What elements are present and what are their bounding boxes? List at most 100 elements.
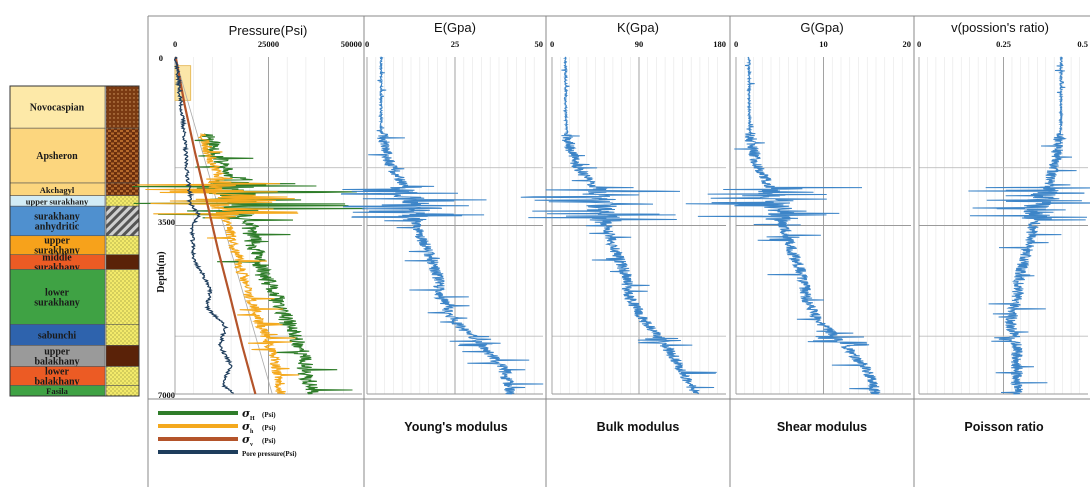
panel-K: 0 90 180 bbox=[520, 39, 726, 395]
legend-item: σ h (Psi) bbox=[158, 420, 276, 435]
x-tick-label: 0 bbox=[550, 39, 554, 49]
legend-label: (Psi) bbox=[262, 437, 276, 445]
strat-layer-label: balakhany bbox=[34, 356, 79, 367]
lithology-pattern bbox=[105, 269, 140, 325]
depth-axis-label: Depth(m) bbox=[156, 251, 167, 292]
strat-column-border bbox=[9, 85, 140, 397]
strat-layer-label: lower bbox=[45, 366, 69, 377]
lithology-pattern bbox=[105, 205, 140, 237]
strat-layer: Fasila bbox=[9, 385, 140, 397]
sigma-H-curve bbox=[132, 133, 365, 395]
pressure-legend: σ H (Psi)σ h (Psi)σ v (Psi)Pore pressure(Psi) bbox=[158, 407, 297, 458]
legend-label: (Psi) bbox=[262, 424, 276, 432]
depth-tick-0: 0 bbox=[159, 53, 163, 63]
major-grid bbox=[551, 57, 726, 395]
log-curve-v bbox=[968, 56, 1090, 395]
lithology-pattern bbox=[105, 323, 140, 346]
x-tick-label: 25 bbox=[451, 39, 460, 49]
strat-layer-label: Novocaspian bbox=[30, 103, 85, 114]
strat-layer-label: anhydritic bbox=[35, 221, 80, 232]
g-panel-title: G(Gpa) bbox=[800, 20, 843, 35]
strat-layer-label: Akchagyl bbox=[40, 185, 75, 195]
legend-subscript: h bbox=[250, 429, 254, 435]
x-tick-label: 180 bbox=[713, 39, 726, 49]
pore-pressure-curve bbox=[173, 56, 234, 394]
x-tick-label: 0 bbox=[734, 39, 738, 49]
sigma-v-curve bbox=[174, 56, 257, 395]
strat-layer-label: surakhany bbox=[34, 297, 80, 308]
x-tick-label: 0 bbox=[917, 39, 921, 49]
lithology-pattern bbox=[105, 254, 140, 270]
pressure-panel-title: Pressure(Psi) bbox=[229, 23, 308, 38]
panel-pressure: 0 25000 50000 bbox=[132, 39, 365, 395]
track-frame bbox=[147, 15, 1090, 487]
k-panel-caption: Bulk modulus bbox=[597, 420, 680, 434]
legend-item: Pore pressure(Psi) bbox=[158, 450, 297, 458]
e-panel-caption: Young's modulus bbox=[404, 420, 507, 434]
x-tick-label: 0 bbox=[173, 39, 177, 49]
x-tick-label: 0.5 bbox=[1077, 39, 1088, 49]
x-tick-label: 20 bbox=[903, 39, 912, 49]
reference-trend-line bbox=[174, 56, 273, 395]
lithology-pattern bbox=[105, 345, 140, 367]
legend-item: σ H (Psi) bbox=[158, 407, 276, 422]
log-curve-G bbox=[685, 56, 881, 395]
strat-layer-fill bbox=[9, 269, 106, 325]
strat-layer-label: lower bbox=[45, 287, 69, 298]
strat-layer-fill bbox=[9, 127, 106, 184]
x-tick-label: 50000 bbox=[341, 39, 362, 49]
strat-layer: upper surakhany bbox=[9, 195, 140, 207]
x-tick-label: 50 bbox=[535, 39, 544, 49]
lithology-pattern bbox=[105, 235, 140, 256]
legend-subscript: H bbox=[250, 416, 255, 422]
strat-layer: Novocaspian bbox=[9, 85, 140, 129]
e-panel-title: E(Gpa) bbox=[434, 20, 476, 35]
log-panels: 0 25000 50000 0 25 50 0 90 180 0 10 20 0 0.25 0.5 bbox=[132, 39, 1090, 395]
strat-layer: Akchagyl bbox=[9, 182, 140, 196]
depth-axis: 0 3500 7000 Depth(m) bbox=[156, 53, 175, 400]
major-grid bbox=[366, 57, 543, 395]
legend-subscript: v bbox=[250, 442, 253, 448]
legend-label: (Psi) bbox=[262, 411, 276, 419]
strat-layer-label: surakhany bbox=[34, 246, 80, 257]
legend-symbol: σ bbox=[242, 420, 251, 433]
v-panel-title: v(possion's ratio) bbox=[951, 20, 1049, 35]
panel-G: 0 10 20 bbox=[685, 39, 912, 395]
x-tick-label: 90 bbox=[635, 39, 644, 49]
strat-layer-label: balakhany bbox=[34, 376, 79, 387]
x-tick-label: 0 bbox=[365, 39, 369, 49]
v-panel-caption: Poisson ratio bbox=[964, 420, 1044, 434]
strat-layer: Apsheron bbox=[9, 127, 140, 184]
lithology-pattern bbox=[105, 195, 140, 207]
panel-E: 0 25 50 bbox=[340, 39, 544, 395]
depth-tick-3500: 3500 bbox=[158, 217, 175, 227]
k-panel-title: K(Gpa) bbox=[617, 20, 659, 35]
strat-layer-label: Fasila bbox=[46, 386, 68, 396]
strat-layer-label: middle bbox=[42, 253, 72, 264]
lithology-pattern bbox=[105, 127, 140, 184]
lithology-pattern bbox=[105, 182, 140, 196]
sigma-h-curve bbox=[137, 133, 300, 395]
major-grid bbox=[735, 57, 911, 395]
x-tick-label: 0.25 bbox=[996, 39, 1011, 49]
strat-layer-label: upper bbox=[44, 346, 70, 357]
strat-layer: sabunchi bbox=[9, 323, 140, 346]
lithology-pattern bbox=[105, 366, 140, 386]
lithology-pattern bbox=[105, 85, 140, 129]
legend-symbol: σ bbox=[242, 433, 251, 446]
log-curve-K bbox=[520, 56, 717, 395]
strat-layer-label: surakhany bbox=[34, 263, 80, 274]
x-tick-label: 25000 bbox=[258, 39, 279, 49]
panel-v: 0 0.25 0.5 bbox=[917, 39, 1090, 395]
strat-layer-label: upper bbox=[44, 236, 70, 247]
legend-symbol: σ bbox=[242, 407, 251, 420]
g-panel-caption: Shear modulus bbox=[777, 420, 867, 434]
strat-layer-label: surakhany bbox=[34, 211, 80, 222]
